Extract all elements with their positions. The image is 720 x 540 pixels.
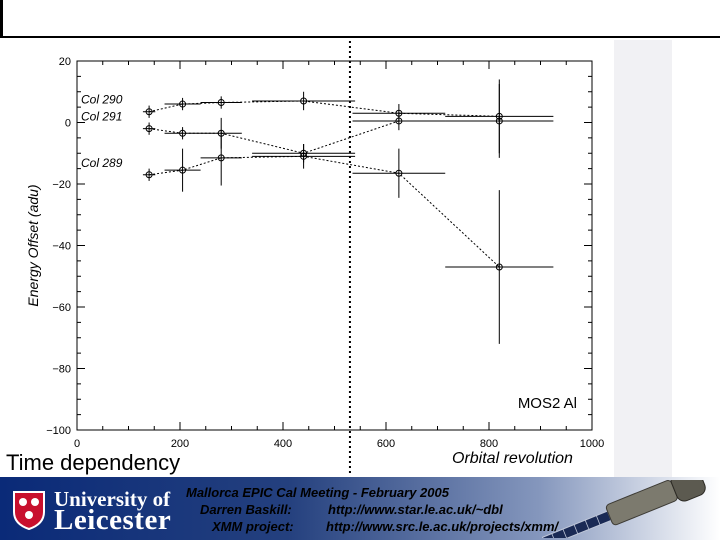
x-tick-label: 800	[480, 438, 498, 450]
author-row: Darren Baskill: http://www.star.le.ac.uk…	[186, 501, 558, 518]
author-label: Darren Baskill:	[200, 502, 292, 517]
y-tick-label: 20	[59, 56, 71, 68]
data-point	[145, 108, 153, 116]
energy-offset-chart: 0 200 400 600 800 1000 −100 −80 −60 −40 −20 0 20 Ener…	[25, 36, 604, 476]
data-point	[495, 263, 503, 271]
y-axis-label: Energy Offset (adu)	[25, 184, 41, 306]
chart-annotation: MOS2 Al	[518, 395, 577, 412]
data-point	[145, 125, 153, 133]
university-crest-icon	[13, 491, 45, 530]
y-tick-label: −20	[52, 179, 71, 191]
project-label: XMM project:	[212, 519, 294, 534]
university-name-line1: University of	[54, 487, 171, 511]
university-name-line2: Leicester	[54, 504, 172, 536]
x-tick-label: 600	[377, 438, 395, 450]
data-point	[395, 169, 403, 177]
data-point	[300, 152, 308, 160]
data-point	[217, 99, 225, 107]
data-point	[145, 171, 153, 179]
top-left-rule	[0, 0, 3, 37]
data-point	[179, 129, 187, 137]
time-dependency-caption: Time dependency	[6, 450, 181, 475]
data-point	[395, 117, 403, 125]
meeting-title: Mallorca EPIC Cal Meeting - February 200…	[186, 485, 449, 500]
x-tick-label: 400	[274, 438, 292, 450]
x-tick-label: 1000	[580, 438, 604, 450]
series-label: Col 289	[81, 156, 123, 170]
data-point	[179, 100, 187, 108]
data-point	[300, 97, 308, 105]
author-url: http://www.star.le.ac.uk/~dbl	[328, 502, 503, 517]
project-row: XMM project: http://www.src.le.ac.uk/pro…	[186, 518, 558, 535]
top-rule	[0, 36, 720, 38]
y-tick-label: −40	[52, 241, 71, 253]
x-tick-label: 200	[171, 438, 189, 450]
series-connector-line	[148, 100, 500, 117]
series-label: Col 291	[81, 110, 122, 124]
y-tick-label: −80	[52, 364, 71, 376]
series-label: Col 290	[81, 93, 123, 107]
data-point	[179, 166, 187, 174]
x-tick-label: 0	[74, 438, 80, 450]
data-point	[495, 117, 503, 125]
meeting-info: Mallorca EPIC Cal Meeting - February 200…	[186, 484, 558, 535]
series-connector-line	[149, 155, 500, 268]
project-url: http://www.src.le.ac.uk/projects/xmm/	[326, 519, 559, 534]
background-panel	[614, 40, 672, 480]
series-connector-line	[149, 120, 500, 154]
data-point	[217, 154, 225, 162]
y-tick-label: 0	[65, 118, 71, 130]
xmm-satellite-icon	[541, 480, 706, 538]
y-tick-label: −60	[52, 302, 71, 314]
orbital-revolution-caption: Orbital revolution	[452, 450, 573, 467]
y-tick-label: −100	[46, 425, 71, 437]
footer-banner	[0, 477, 720, 540]
